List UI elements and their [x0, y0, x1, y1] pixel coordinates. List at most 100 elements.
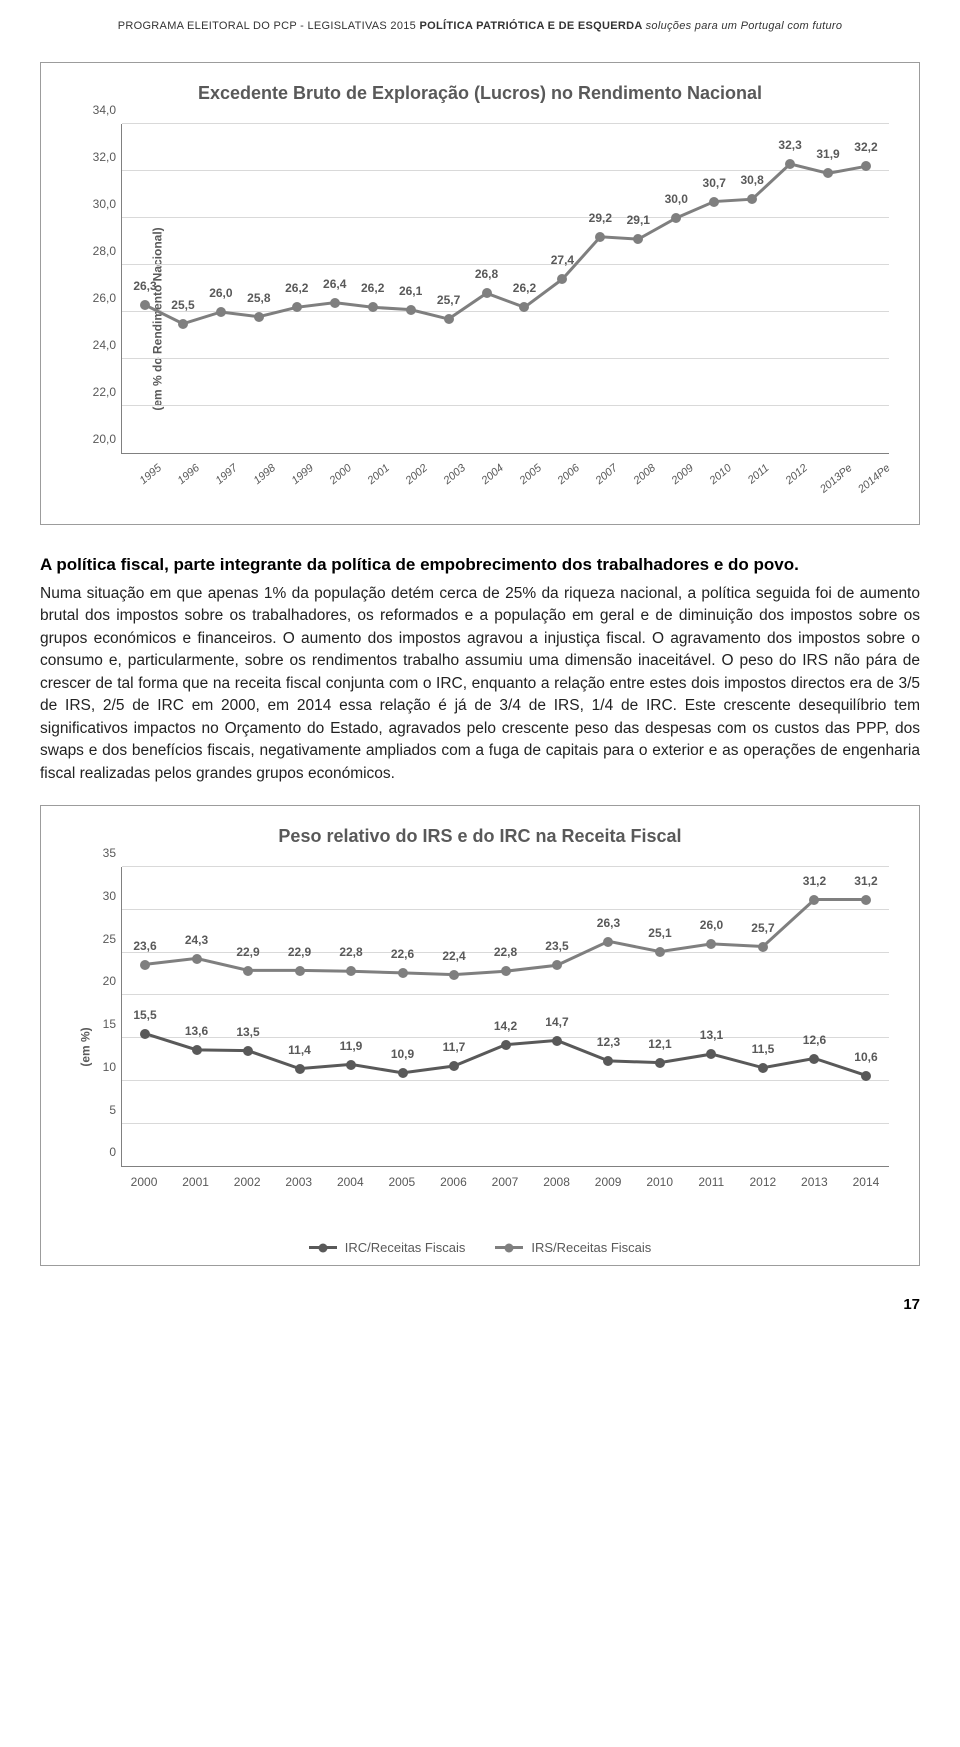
chart2-title: Peso relativo do IRS e do IRC na Receita…: [61, 826, 899, 847]
data-label: 26,2: [361, 281, 384, 295]
data-label: 29,1: [627, 213, 650, 227]
data-label: 32,3: [778, 138, 801, 152]
data-label: 22,4: [442, 949, 465, 963]
xtick-label: 2005: [517, 462, 543, 487]
legend-label: IRC/Receitas Fiscais: [345, 1240, 466, 1255]
data-marker: [243, 966, 253, 976]
data-marker: [398, 968, 408, 978]
ytick-label: 26,0: [93, 291, 122, 305]
data-label: 30,7: [703, 176, 726, 190]
chart2-plot: 0510152025303515,513,613,511,411,910,911…: [121, 867, 889, 1167]
legend-item: IRC/Receitas Fiscais: [309, 1240, 466, 1255]
data-marker: [557, 274, 567, 284]
ytick-label: 25: [103, 932, 122, 946]
body-paragraph: Numa situação em que apenas 1% da popula…: [40, 583, 920, 785]
data-label: 30,8: [740, 173, 763, 187]
data-label: 26,2: [285, 281, 308, 295]
page-header: PROGRAMA ELEITORAL DO PCP - LEGISLATIVAS…: [40, 20, 920, 32]
data-label: 31,2: [854, 874, 877, 888]
data-marker: [346, 966, 356, 976]
data-label: 26,4: [323, 277, 346, 291]
xtick-label: 2007: [593, 462, 619, 487]
data-marker: [254, 312, 264, 322]
xtick-label: 2013Pe: [818, 462, 855, 496]
chart2-legend: IRC/Receitas Fiscais IRS/Receitas Fiscais: [61, 1237, 899, 1255]
data-label: 26,3: [133, 279, 156, 293]
ytick-label: 10: [103, 1060, 122, 1074]
data-label: 25,7: [437, 293, 460, 307]
data-marker: [292, 302, 302, 312]
ytick-label: 28,0: [93, 244, 122, 258]
data-marker: [633, 234, 643, 244]
xtick-label: 2002: [234, 1175, 261, 1189]
data-label: 22,6: [391, 947, 414, 961]
legend-swatch: [309, 1246, 337, 1249]
xtick-label: 2010: [707, 462, 733, 487]
xtick-label: 2008: [543, 1175, 570, 1189]
data-marker: [603, 937, 613, 947]
legend-item: IRS/Receitas Fiscais: [495, 1240, 651, 1255]
xtick-label: 1998: [252, 462, 278, 487]
xtick-label: 1999: [290, 462, 316, 487]
data-marker: [758, 942, 768, 952]
xtick-label: 2014: [853, 1175, 880, 1189]
data-label: 22,9: [236, 945, 259, 959]
xtick-label: 1997: [214, 462, 240, 487]
ytick-label: 34,0: [93, 103, 122, 117]
data-label: 24,3: [185, 933, 208, 947]
xtick-label: 2000: [131, 1175, 158, 1189]
data-label: 26,0: [700, 918, 723, 932]
ytick-label: 22,0: [93, 385, 122, 399]
ytick-label: 20: [103, 974, 122, 988]
xtick-label: 2000: [328, 462, 354, 487]
data-marker: [140, 960, 150, 970]
data-label: 29,2: [589, 211, 612, 225]
data-marker: [809, 895, 819, 905]
header-part2: POLÍTICA PATRIÓTICA E DE ESQUERDA: [419, 20, 645, 32]
data-marker: [192, 954, 202, 964]
ytick-label: 0: [109, 1145, 122, 1159]
chart2-ylabel: (em %): [79, 1028, 93, 1067]
chart-peso-irs-irc: Peso relativo do IRS e do IRC na Receita…: [40, 805, 920, 1266]
xtick-label: 2006: [440, 1175, 467, 1189]
chart-excedente-bruto: Excedente Bruto de Exploração (Lucros) n…: [40, 62, 920, 525]
xtick-label: 2001: [365, 462, 391, 487]
data-marker: [368, 302, 378, 312]
data-marker: [861, 895, 871, 905]
xtick-label: 2014Pe: [856, 462, 893, 496]
data-marker: [595, 232, 605, 242]
ytick-label: 35: [103, 846, 122, 860]
chart2-xticks: 2000200120022003200420052006200720082009…: [121, 1171, 889, 1201]
xtick-label: 2006: [555, 462, 581, 487]
xtick-label: 2009: [669, 462, 695, 487]
data-label: 27,4: [551, 253, 574, 267]
data-marker: [785, 159, 795, 169]
data-marker: [706, 939, 716, 949]
xtick-label: 2005: [389, 1175, 416, 1189]
data-label: 25,5: [171, 298, 194, 312]
data-marker: [482, 288, 492, 298]
data-label: 22,8: [339, 945, 362, 959]
xtick-label: 2011: [698, 1175, 724, 1189]
header-part1: PROGRAMA ELEITORAL DO PCP - LEGISLATIVAS…: [118, 20, 420, 32]
data-label: 22,9: [288, 945, 311, 959]
chart1-title: Excedente Bruto de Exploração (Lucros) n…: [61, 83, 899, 104]
xtick-label: 2004: [337, 1175, 364, 1189]
data-label: 23,6: [133, 939, 156, 953]
data-label: 31,2: [803, 874, 826, 888]
data-marker: [449, 970, 459, 980]
data-marker: [216, 307, 226, 317]
data-label: 32,2: [854, 140, 877, 154]
legend-label: IRS/Receitas Fiscais: [531, 1240, 651, 1255]
xtick-label: 2013: [801, 1175, 828, 1189]
xtick-label: 1995: [138, 462, 164, 487]
data-marker: [501, 966, 511, 976]
data-marker: [552, 960, 562, 970]
xtick-label: 2010: [646, 1175, 673, 1189]
data-label: 25,7: [751, 921, 774, 935]
xtick-label: 1996: [176, 462, 202, 487]
ytick-label: 32,0: [93, 150, 122, 164]
data-marker: [178, 319, 188, 329]
data-marker: [861, 161, 871, 171]
data-label: 25,8: [247, 291, 270, 305]
